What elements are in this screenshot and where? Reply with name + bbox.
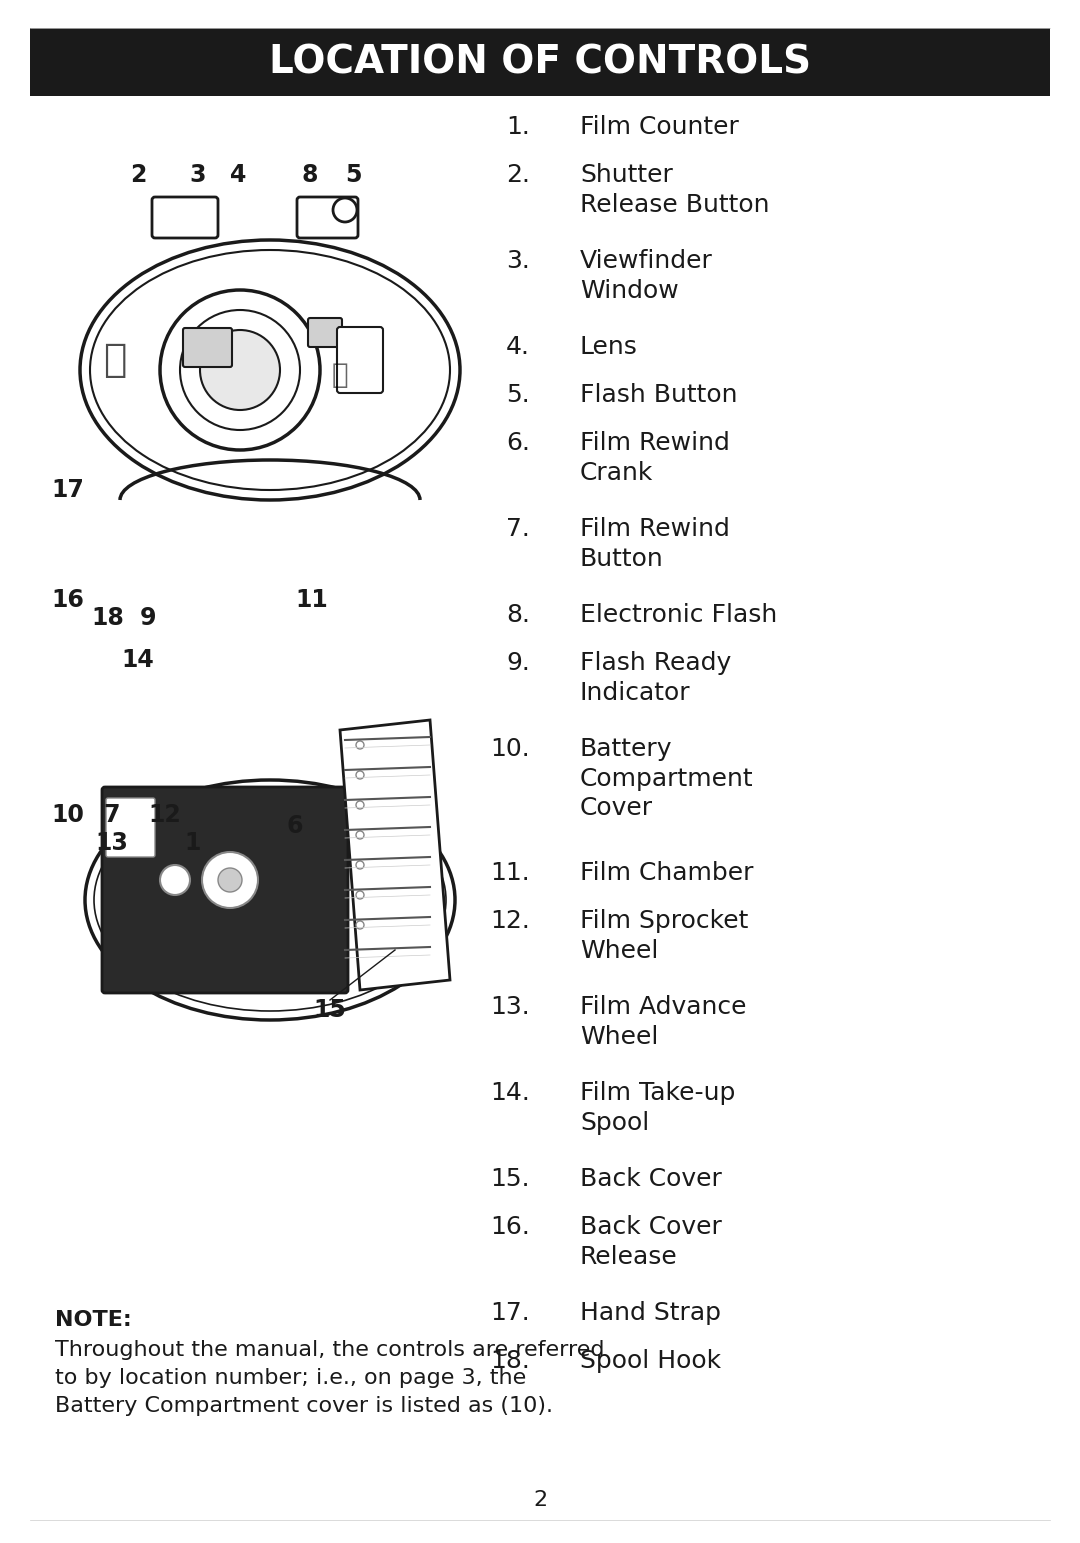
Text: Throughout the manual, the controls are referred
to by location number; i.e., on: Throughout the manual, the controls are …	[55, 1339, 605, 1416]
FancyBboxPatch shape	[297, 198, 357, 238]
Ellipse shape	[80, 241, 460, 500]
FancyBboxPatch shape	[30, 28, 1050, 96]
Text: Hand Strap: Hand Strap	[580, 1301, 721, 1325]
Text: Back Cover
Release: Back Cover Release	[580, 1214, 721, 1268]
Text: 8: 8	[301, 164, 319, 187]
Text: Electronic Flash: Electronic Flash	[580, 603, 778, 626]
Text: NOTE:: NOTE:	[55, 1310, 132, 1330]
FancyBboxPatch shape	[152, 198, 218, 238]
Text: 15: 15	[313, 998, 347, 1021]
Text: Viewfinder
Window: Viewfinder Window	[580, 248, 713, 302]
Text: LOCATION OF CONTROLS: LOCATION OF CONTROLS	[269, 43, 811, 80]
Circle shape	[356, 890, 364, 900]
Text: 3.: 3.	[507, 248, 530, 273]
Circle shape	[356, 772, 364, 779]
Text: 11.: 11.	[490, 861, 530, 886]
Text: 18: 18	[92, 606, 124, 630]
Circle shape	[202, 852, 258, 907]
Text: 7: 7	[104, 802, 120, 827]
Text: 1: 1	[185, 832, 201, 855]
Text: Flash Ready
Indicator: Flash Ready Indicator	[580, 651, 731, 705]
Text: 16: 16	[52, 588, 84, 613]
Text: 1.: 1.	[507, 116, 530, 139]
Ellipse shape	[85, 781, 455, 1020]
Text: Battery
Compartment
Cover: Battery Compartment Cover	[580, 738, 754, 821]
Circle shape	[218, 869, 242, 892]
Text: 12.: 12.	[490, 909, 530, 934]
Text: 13.: 13.	[490, 995, 530, 1018]
FancyBboxPatch shape	[308, 318, 342, 347]
Text: 17: 17	[52, 478, 84, 501]
Text: 9.: 9.	[507, 651, 530, 674]
FancyBboxPatch shape	[183, 329, 232, 367]
Circle shape	[356, 832, 364, 839]
Text: 18.: 18.	[490, 1349, 530, 1373]
Text: 3: 3	[190, 164, 206, 187]
FancyBboxPatch shape	[106, 798, 156, 856]
Text: Film Take-up
Spool: Film Take-up Spool	[580, 1082, 735, 1134]
Text: 14.: 14.	[490, 1082, 530, 1105]
Text: 13: 13	[95, 832, 129, 855]
Text: 🐒: 🐒	[332, 361, 349, 389]
Text: Film Rewind
Button: Film Rewind Button	[580, 517, 730, 571]
Text: Lens: Lens	[580, 335, 638, 360]
Text: 2: 2	[532, 1491, 548, 1511]
FancyBboxPatch shape	[102, 787, 348, 994]
Circle shape	[200, 330, 280, 410]
Text: 10: 10	[52, 802, 84, 827]
Text: 8.: 8.	[507, 603, 530, 626]
Circle shape	[356, 801, 364, 809]
Circle shape	[160, 866, 190, 895]
Text: 6: 6	[287, 815, 303, 838]
FancyBboxPatch shape	[337, 327, 383, 393]
Text: 17.: 17.	[490, 1301, 530, 1325]
Text: 16.: 16.	[490, 1214, 530, 1239]
Circle shape	[333, 198, 357, 222]
Text: 2.: 2.	[507, 164, 530, 187]
Text: Film Chamber: Film Chamber	[580, 861, 754, 886]
Text: Spool Hook: Spool Hook	[580, 1349, 721, 1373]
Text: Back Cover: Back Cover	[580, 1167, 721, 1191]
Text: 7.: 7.	[507, 517, 530, 542]
Text: 2: 2	[130, 164, 146, 187]
Text: 9: 9	[139, 606, 157, 630]
Text: 11: 11	[296, 588, 328, 613]
Text: Film Advance
Wheel: Film Advance Wheel	[580, 995, 746, 1049]
Polygon shape	[340, 721, 450, 991]
Text: Film Sprocket
Wheel: Film Sprocket Wheel	[580, 909, 748, 963]
Text: Film Rewind
Crank: Film Rewind Crank	[580, 430, 730, 485]
Text: 6.: 6.	[507, 430, 530, 455]
Text: 4.: 4.	[507, 335, 530, 360]
Text: Flash Button: Flash Button	[580, 383, 738, 407]
Circle shape	[180, 310, 300, 430]
Text: 5: 5	[345, 164, 361, 187]
Circle shape	[356, 921, 364, 929]
Circle shape	[356, 741, 364, 748]
Text: 👧: 👧	[104, 341, 126, 380]
Text: 14: 14	[122, 648, 154, 673]
Text: 4: 4	[230, 164, 246, 187]
Text: 15.: 15.	[490, 1167, 530, 1191]
Text: Film Counter: Film Counter	[580, 116, 739, 139]
Circle shape	[356, 861, 364, 869]
Text: 12: 12	[149, 802, 181, 827]
Text: 5.: 5.	[507, 383, 530, 407]
Text: 10.: 10.	[490, 738, 530, 761]
Text: Shutter
Release Button: Shutter Release Button	[580, 164, 769, 216]
Circle shape	[160, 290, 320, 451]
